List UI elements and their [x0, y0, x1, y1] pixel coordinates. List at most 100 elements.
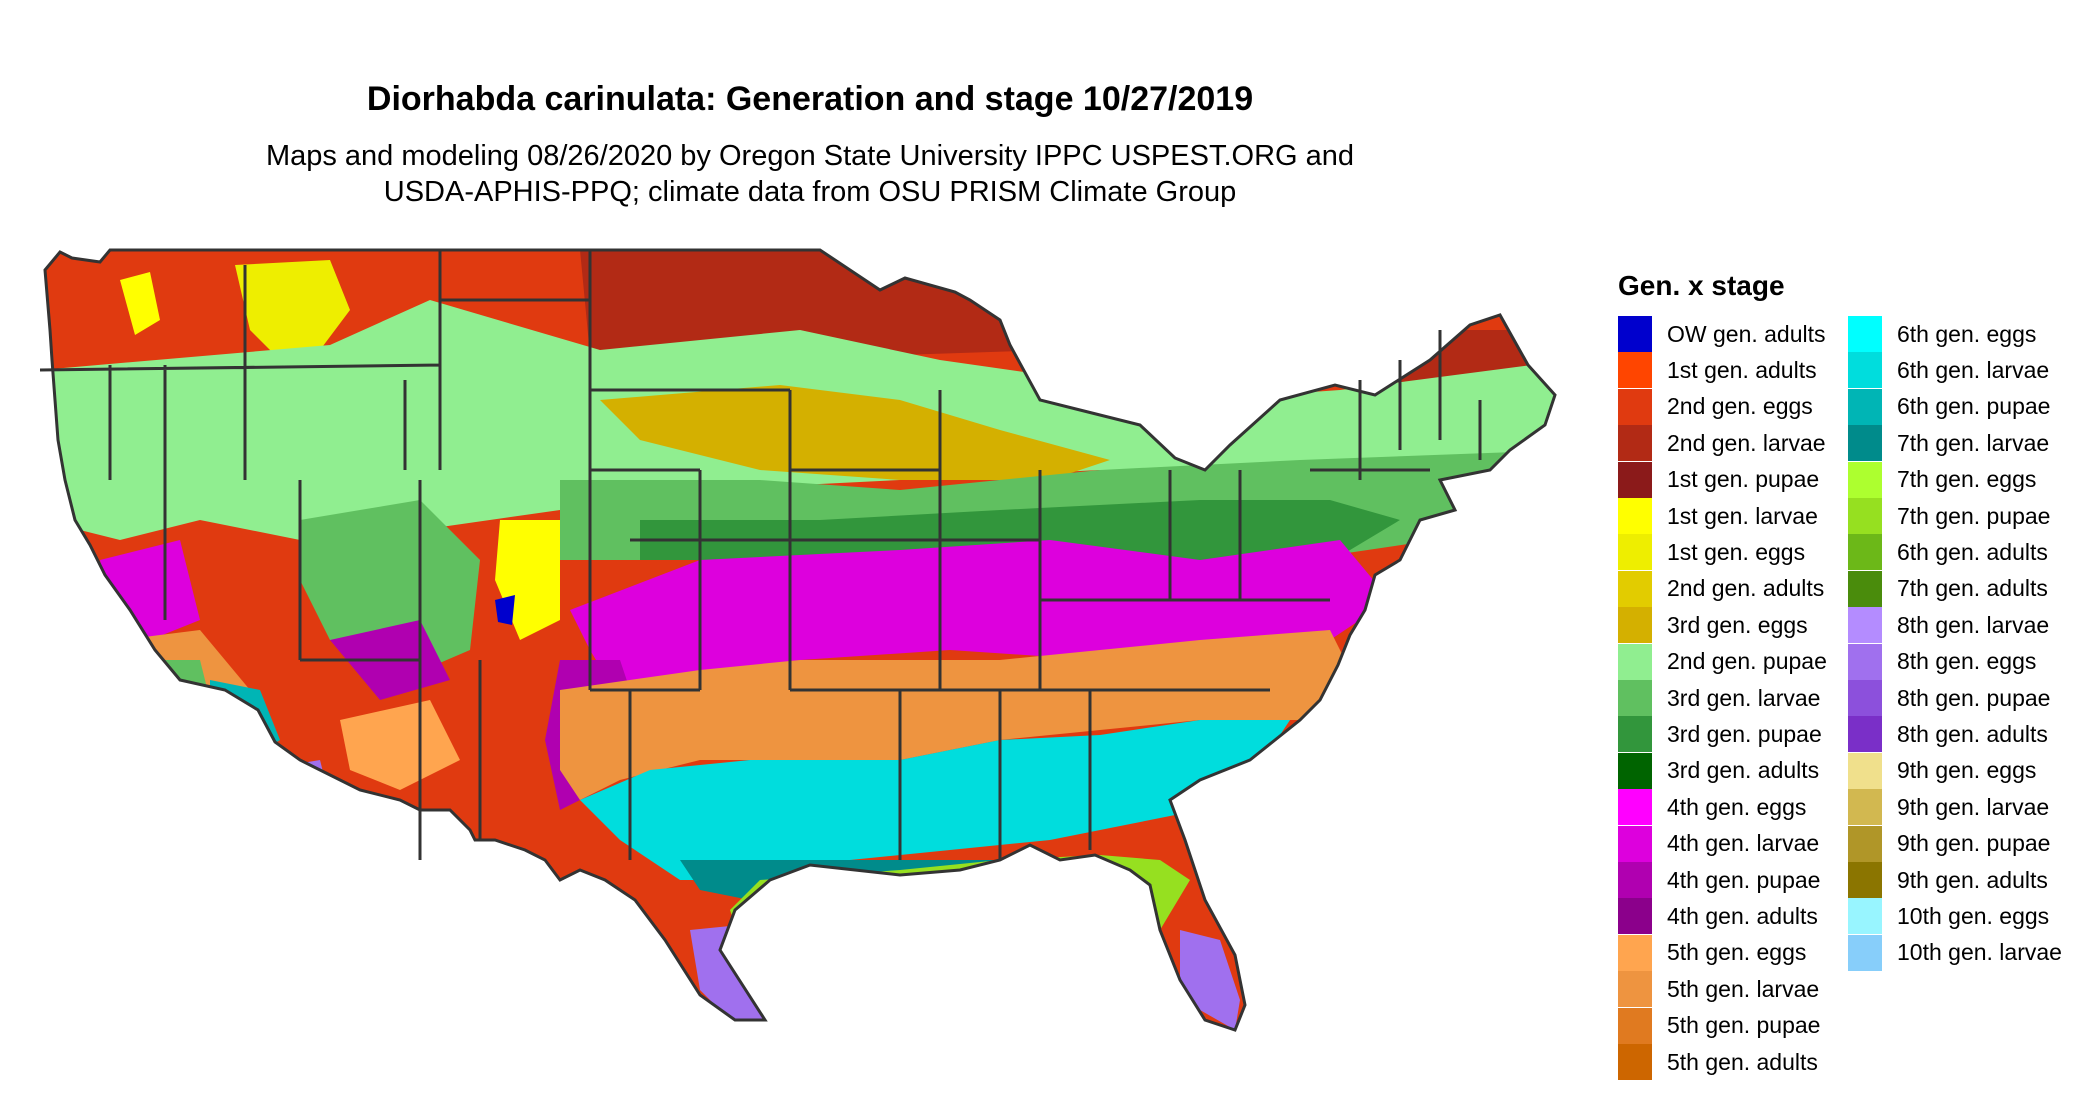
legend-item: 4th gen. adults [1618, 898, 1818, 935]
map-subtitle-line-2: USDA-APHIS-PPQ; climate data from OSU PR… [383, 176, 1237, 208]
legend-item: 8th gen. eggs [1848, 643, 2037, 680]
legend-swatch [1848, 388, 1882, 425]
legend-swatch [1848, 934, 1882, 971]
legend-label: 9th gen. larvae [1897, 793, 2050, 820]
legend-swatch [1618, 643, 1652, 680]
legend-label: 1st gen. pupae [1667, 466, 1820, 493]
legend-swatch [1618, 425, 1652, 462]
legend-label: 4th gen. pupae [1667, 866, 1821, 893]
legend-item: 10th gen. eggs [1848, 898, 2050, 935]
legend-swatch [1848, 352, 1882, 389]
legend-item: 10th gen. larvae [1848, 934, 2062, 971]
legend-item: 6th gen. adults [1848, 534, 2048, 571]
legend-swatch [1848, 898, 1882, 935]
legend-label: 3rd gen. eggs [1667, 611, 1808, 638]
legend-item: 5th gen. eggs [1618, 934, 1807, 971]
legend-item: 2nd gen. larvae [1618, 425, 1826, 462]
legend-item: 7th gen. eggs [1848, 461, 2036, 498]
legend-swatch [1848, 862, 1882, 898]
legend-label: 2nd gen. adults [1667, 575, 1825, 602]
legend-item: OW gen. adults [1618, 316, 1826, 352]
legend-item: 6th gen. pupae [1848, 388, 2051, 425]
legend-label: 4th gen. larvae [1667, 830, 1820, 857]
legend-swatch [1848, 316, 1882, 352]
legend-label: 7th gen. adults [1897, 575, 2048, 602]
legend-swatch [1618, 498, 1652, 534]
legend-label: 1st gen. larvae [1667, 502, 1818, 529]
legend-item: 2nd gen. pupae [1618, 643, 1827, 680]
legend-swatch [1618, 388, 1652, 425]
legend-label: 4th gen. eggs [1667, 793, 1807, 820]
legend-item: 9th gen. adults [1848, 862, 2048, 898]
legend-item: 3rd gen. eggs [1618, 607, 1808, 644]
legend-item: 9th gen. pupae [1848, 825, 2051, 862]
legend-item: 4th gen. larvae [1618, 825, 1820, 862]
legend-swatch [1848, 425, 1882, 462]
legend-swatch [1618, 352, 1652, 389]
legend-item: 8th gen. adults [1848, 716, 2048, 753]
legend: Gen. x stage OW gen. adults 1st gen. adul… [1618, 270, 2088, 1080]
legend-label: 2nd gen. larvae [1667, 429, 1826, 456]
legend-item: 7th gen. pupae [1848, 498, 2050, 534]
legend-item: 8th gen. larvae [1848, 607, 2049, 644]
legend-label: 5th gen. adults [1667, 1048, 1818, 1075]
legend-item: 5th gen. pupae [1618, 1007, 1821, 1044]
legend-swatch [1618, 316, 1652, 352]
legend-item: 4th gen. pupae [1618, 862, 1820, 898]
legend-label: 10th gen. larvae [1897, 939, 2062, 966]
legend-swatch [1618, 1007, 1652, 1044]
legend-swatch [1618, 534, 1652, 571]
legend-label: 6th gen. larvae [1897, 356, 2050, 383]
legend-item: 6th gen. eggs [1848, 316, 2036, 352]
legend-swatch [1848, 752, 1882, 789]
legend-item: 3rd gen. pupae [1618, 716, 1822, 753]
legend-swatch [1848, 607, 1882, 644]
legend-label: 1st gen. adults [1667, 356, 1817, 383]
legend-title: Gen. x stage [1618, 270, 1785, 301]
legend-label: 8th gen. adults [1897, 720, 2048, 747]
map-subtitle-line-1: Maps and modeling 08/26/2020 by Oregon S… [265, 140, 1355, 172]
legend-label: OW gen. adults [1667, 320, 1826, 347]
legend-swatch [1618, 1044, 1652, 1080]
legend-item: 1st gen. eggs [1618, 534, 1805, 571]
legend-swatch [1618, 716, 1652, 753]
legend-label: 9th gen. pupae [1897, 830, 2051, 857]
legend-label: 7th gen. pupae [1897, 502, 2051, 529]
legend-label: 6th gen. pupae [1897, 393, 2051, 420]
legend-swatch [1618, 862, 1652, 898]
legend-label: 5th gen. larvae [1667, 975, 1820, 1002]
legend-swatch [1848, 570, 1882, 607]
legend-item: 9th gen. larvae [1848, 789, 2050, 826]
map-title: Diorhabda carinulata: Generation and sta… [366, 80, 1254, 118]
us-generation-stage-map [40, 248, 1557, 1032]
legend-item: 5th gen. larvae [1618, 971, 1820, 1008]
legend-swatch [1848, 534, 1882, 571]
legend-item: 3rd gen. adults [1618, 752, 1819, 789]
legend-item: 5th gen. adults [1618, 1044, 1818, 1080]
legend-label: 5th gen. pupae [1667, 1012, 1821, 1039]
legend-swatch [1618, 570, 1652, 607]
legend-swatch [1848, 789, 1882, 826]
legend-swatch [1848, 716, 1882, 753]
legend-label: 5th gen. eggs [1667, 939, 1807, 966]
legend-item: 8th gen. pupae [1848, 680, 2050, 716]
legend-label: 3rd gen. larvae [1667, 684, 1821, 711]
legend-swatch [1618, 934, 1652, 971]
legend-swatch [1618, 752, 1652, 789]
legend-item: 2nd gen. eggs [1618, 388, 1813, 425]
legend-item: 7th gen. larvae [1848, 425, 2049, 462]
legend-label: 10th gen. eggs [1897, 902, 2050, 929]
legend-label: 8th gen. eggs [1897, 648, 2037, 675]
legend-swatch [1618, 461, 1652, 498]
legend-label: 6th gen. adults [1897, 538, 2048, 565]
legend-swatch [1848, 825, 1882, 862]
legend-item: 4th gen. eggs [1618, 789, 1807, 826]
legend-item: 1st gen. pupae [1618, 461, 1820, 498]
legend-item: 3rd gen. larvae [1618, 680, 1820, 716]
legend-label: 8th gen. pupae [1897, 684, 2051, 711]
state-borders [40, 248, 1557, 1032]
legend-item: 2nd gen. adults [1618, 570, 1825, 607]
legend-item: 1st gen. larvae [1618, 498, 1818, 534]
legend-label: 6th gen. eggs [1897, 320, 2037, 347]
legend-swatch [1618, 607, 1652, 644]
